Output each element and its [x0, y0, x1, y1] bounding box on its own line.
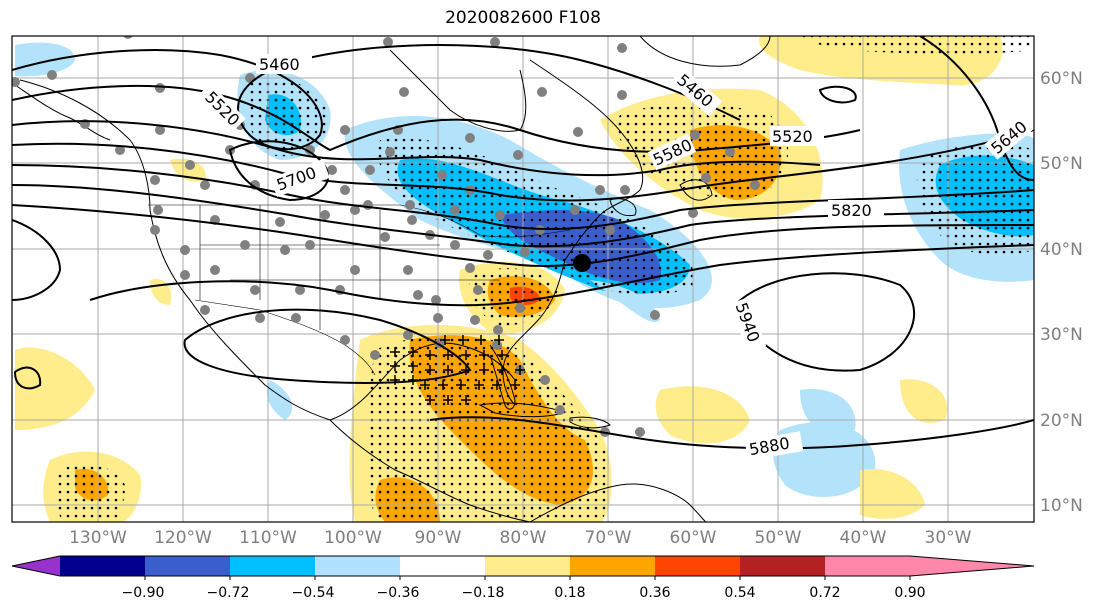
- contour-greenland-loop: [818, 85, 857, 104]
- lon-label: 110°W: [239, 528, 297, 548]
- height-contours: [12, 36, 1034, 450]
- lon-label: 50°W: [755, 528, 802, 548]
- neg-anom-south-atl2: [800, 389, 856, 434]
- coast-central-america: [329, 419, 531, 522]
- lon-label: 60°W: [670, 528, 717, 548]
- location-marker: [573, 254, 591, 272]
- coast-east-us: [502, 214, 601, 406]
- plus-markers: [390, 335, 525, 405]
- coast-newfoundland: [679, 179, 713, 201]
- colorbar-tick-label: 0.36: [639, 585, 670, 601]
- colorbar-tick-label: −0.18: [462, 585, 505, 601]
- pos-anom-mid-atl: [655, 386, 750, 444]
- lon-label: 90°W: [415, 528, 462, 548]
- contour-5520: [12, 84, 861, 153]
- colorbar-segment: [825, 556, 910, 576]
- stipple-greenland: [800, 36, 1034, 55]
- coast-labrador: [529, 59, 644, 216]
- lat-label: 40°N: [1040, 240, 1083, 260]
- lat-label: 20°N: [1040, 411, 1083, 431]
- colorbar-outline: [11, 555, 1035, 577]
- pos-anom-sw-atl: [860, 469, 925, 519]
- lon-label: 130°W: [69, 528, 127, 548]
- stipple-east: [916, 143, 1034, 255]
- coast-hispaniola: [569, 416, 611, 429]
- lon-label: 100°W: [324, 528, 382, 548]
- lat-label: 10°N: [1040, 496, 1083, 516]
- colorbar-segment: [315, 556, 400, 576]
- pos-anom-west-us: [170, 158, 206, 182]
- colorbar-segment: [400, 556, 485, 576]
- map-title: 2020082600 F108: [445, 8, 601, 28]
- coast-cuba: [478, 402, 567, 418]
- colorbar-tick-label: −0.36: [377, 585, 420, 601]
- lat-label: 60°N: [1040, 69, 1083, 89]
- contour-label: 5460: [259, 55, 300, 74]
- colorbar-segment: [740, 556, 825, 576]
- colorbar-tick-label: 0.90: [894, 585, 925, 601]
- contour-label: 5520: [772, 127, 813, 146]
- colorbar-segment: [230, 556, 315, 576]
- lon-label: 80°W: [500, 528, 547, 548]
- shaded-fields: [15, 36, 1034, 522]
- coast-south-america: [529, 483, 707, 522]
- coast-gulf: [329, 342, 516, 421]
- lat-label: 50°N: [1040, 154, 1083, 174]
- map-frame: [11, 35, 1035, 523]
- colorbar-tick-label: −0.54: [292, 585, 335, 601]
- stipple-labrador: [616, 103, 789, 199]
- coast-hudson-bay: [389, 49, 527, 132]
- lat-label: 30°N: [1040, 325, 1083, 345]
- lon-label: 120°W: [154, 528, 212, 548]
- contour-pacific-small: [13, 366, 42, 390]
- pos-anom-pacific: [15, 347, 95, 430]
- colorbar-ticks: [144, 576, 911, 580]
- contour-5820: [12, 204, 1034, 267]
- contour-nw-loop: [228, 140, 330, 202]
- pos-anom-mid-atl2: [900, 379, 948, 424]
- contour-5580: [12, 120, 821, 177]
- lat-labels: 10°N 20°N 30°N 40°N 50°N 60°N: [1040, 69, 1083, 516]
- lon-label: 40°W: [840, 528, 887, 548]
- colorbar-segment: [485, 556, 570, 576]
- colorbar-segment: [655, 556, 740, 576]
- contour-west-pacific: [12, 219, 62, 301]
- stipple-northeast: [377, 138, 700, 295]
- colorbar-tick-label: 0.54: [724, 585, 755, 601]
- stipple-carolina: [468, 268, 558, 326]
- neg-anom-topleft: [15, 42, 75, 77]
- colorbar: −0.90 −0.72 −0.54 −0.36 −0.18 0.18 0.36 …: [11, 555, 1035, 601]
- lon-label: 30°W: [925, 528, 972, 548]
- contour-5880: [89, 244, 1034, 307]
- colorbar-segment: [910, 556, 1034, 576]
- lon-label: 70°W: [585, 528, 632, 548]
- coast-greenland: [639, 36, 771, 67]
- lon-labels: 130°W 120°W 110°W 100°W 90°W 80°W 70°W 6…: [69, 528, 972, 548]
- contour-label: 5820: [831, 201, 872, 220]
- contour-5640: [12, 129, 1034, 202]
- colorbar-tick-label: 0.18: [554, 585, 585, 601]
- colorbar-segment: [145, 556, 230, 576]
- colorbar-tick-label: −0.72: [207, 585, 250, 601]
- contour-east-loop: [919, 36, 1034, 181]
- colorbar-segment: [12, 556, 60, 576]
- contour-5940-atl: [733, 272, 916, 372]
- contour-5700: [12, 164, 1034, 231]
- colorbar-segment: [570, 556, 655, 576]
- colorbar-tick-label: −0.90: [122, 585, 165, 601]
- coast-alaska: [14, 84, 111, 141]
- neg-anom-gulf-west: [266, 380, 293, 420]
- colorbar-tick-label: 0.72: [809, 585, 840, 601]
- colorbar-segment: [60, 556, 145, 576]
- contour-5760: [12, 184, 1034, 248]
- stipple-pacific-south: [56, 464, 125, 522]
- coast-nova-scotia: [609, 198, 637, 217]
- contour-5940-west: [183, 308, 472, 384]
